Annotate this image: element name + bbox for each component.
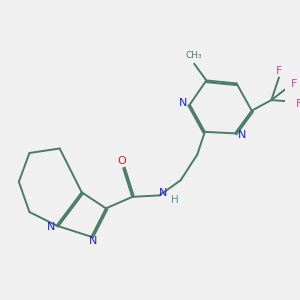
- Text: N: N: [47, 222, 56, 232]
- Text: H: H: [171, 195, 178, 205]
- Text: F: F: [276, 66, 283, 76]
- Text: O: O: [117, 157, 126, 166]
- Text: N: N: [238, 130, 246, 140]
- Text: F: F: [296, 99, 300, 109]
- Text: N: N: [159, 188, 167, 198]
- Text: CH₃: CH₃: [186, 51, 202, 60]
- Text: F: F: [291, 79, 298, 89]
- Text: N: N: [89, 236, 97, 246]
- Text: N: N: [179, 98, 187, 108]
